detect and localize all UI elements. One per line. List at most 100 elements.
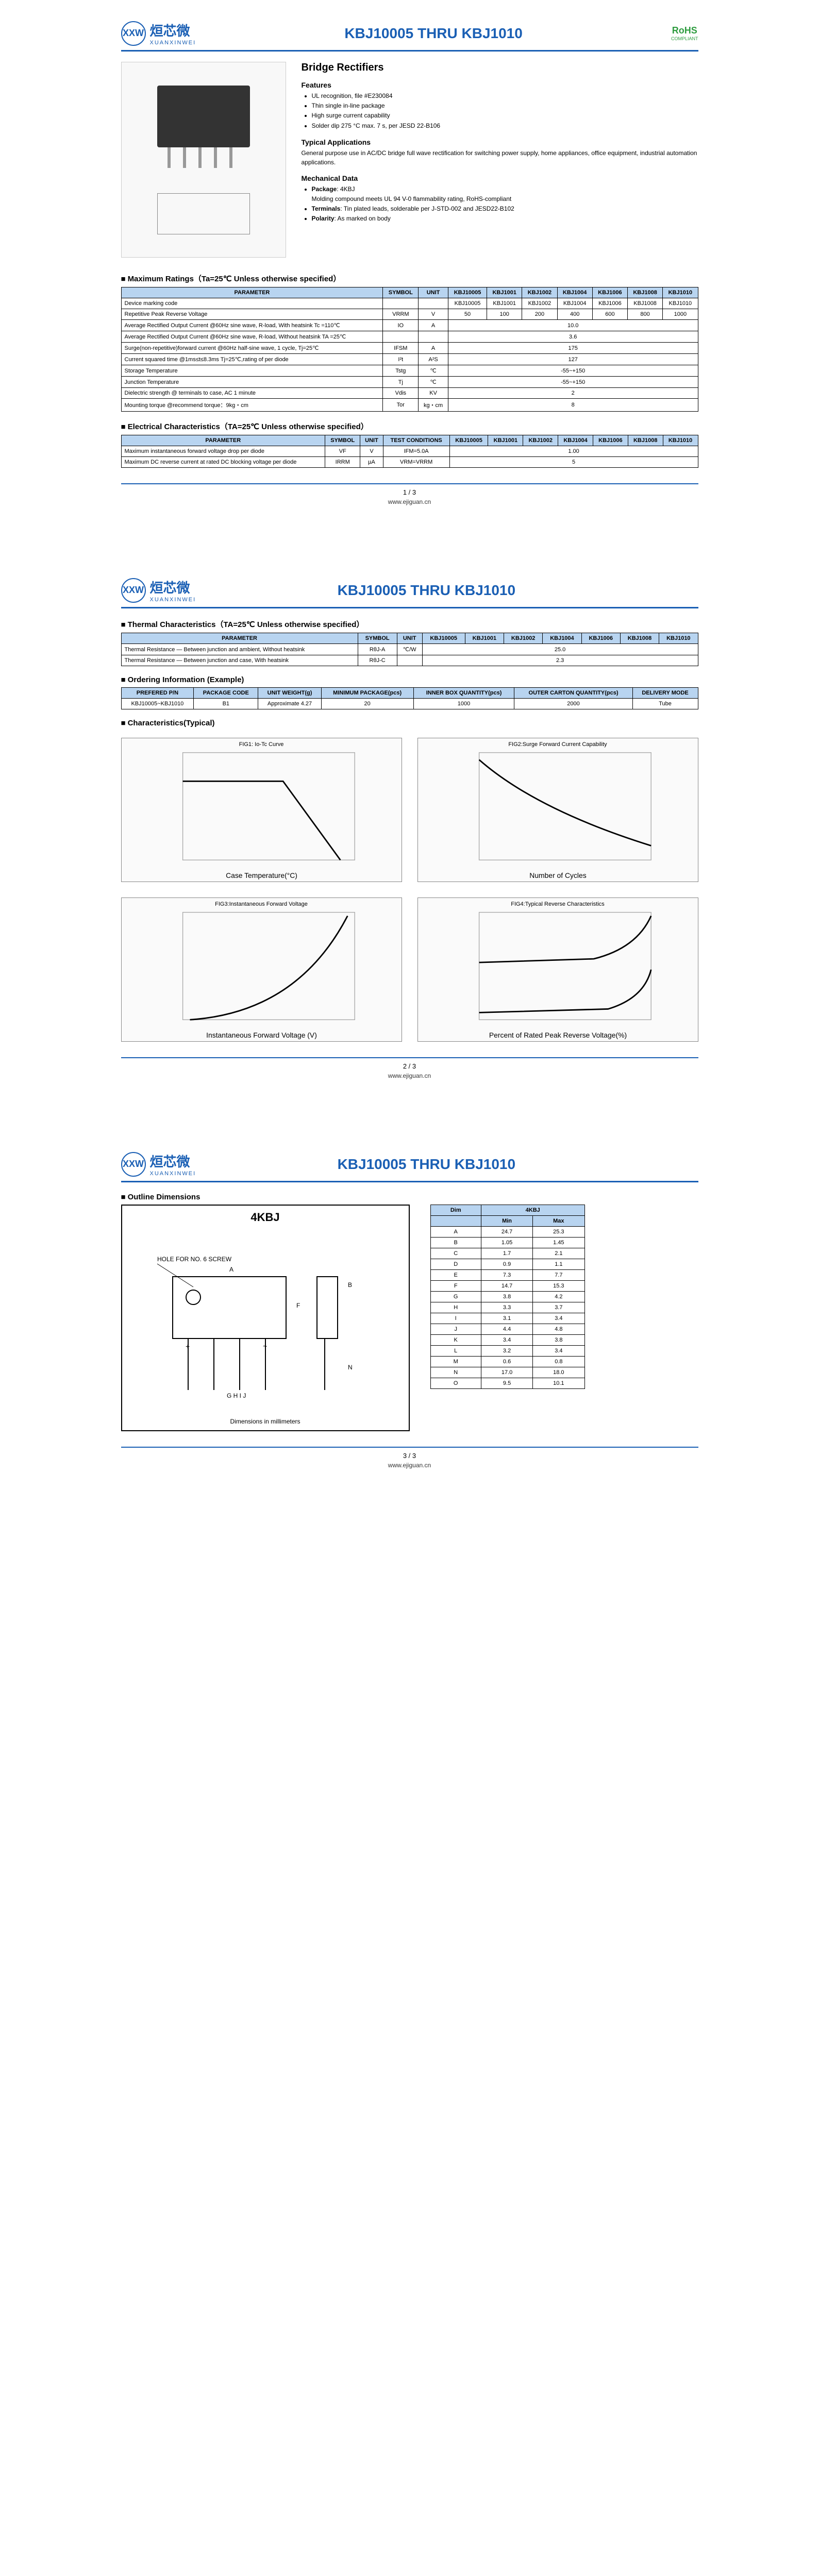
svg-text:A: A [229, 1266, 233, 1273]
table-header: OUTER CARTON QUANTITY(pcs) [514, 688, 632, 699]
table-header: KBJ1001 [465, 633, 504, 644]
table-header: KBJ1010 [663, 435, 698, 446]
logo-icon: XXW [121, 578, 146, 603]
table-header: KBJ1004 [558, 435, 593, 446]
page-3: XXW 烜芯微 XUANXINWEI KBJ10005 THRU KBJ1010… [101, 1131, 719, 1489]
chart-title: FIG4:Typical Reverse Characteristics [418, 901, 698, 907]
table-row: Dielectric strength @ terminals to case,… [121, 388, 698, 399]
rohs-sub: COMPLIANT [671, 36, 698, 41]
table-row: K3.43.8 [430, 1335, 584, 1346]
table-row: Average Rectified Output Current @60Hz s… [121, 331, 698, 343]
chip-3d-icon [157, 86, 250, 147]
mech-list: Package: 4KBJMolding compound meets UL 9… [312, 184, 698, 224]
svg-text:HOLE FOR NO. 6 SCREW: HOLE FOR NO. 6 SCREW [157, 1256, 232, 1263]
table-row: Maximum instantaneous forward voltage dr… [121, 446, 698, 457]
page-number: 1 / 3 [121, 483, 698, 496]
table-header: KBJ1002 [522, 287, 557, 298]
table-header: TEST CONDITIONS [383, 435, 449, 446]
page-1: XXW 烜芯微 XUANXINWEI KBJ10005 THRU KBJ1010… [101, 0, 719, 526]
logo: XXW 烜芯微 XUANXINWEI [121, 578, 196, 603]
table-header: KBJ1004 [543, 633, 581, 644]
dim-col: Min [481, 1216, 532, 1227]
bridge-title: Bridge Rectifiers [302, 62, 698, 74]
table-header: KBJ1001 [488, 435, 523, 446]
mech-item: Polarity: As marked on body [312, 214, 698, 224]
svg-text:+: + [186, 1342, 190, 1350]
elec-table: PARAMETERSYMBOLUNITTEST CONDITIONSKBJ100… [121, 435, 698, 468]
table-row: Thermal Resistance — Between junction an… [121, 655, 698, 666]
footer-link: www.ejiguan.cn [121, 1072, 698, 1079]
feature-item: High surge current capability [312, 111, 698, 121]
table-header: SYMBOL [325, 435, 360, 446]
logo-cn: 烜芯微 [150, 1151, 196, 1171]
table-row: Thermal Resistance — Between junction an… [121, 644, 698, 655]
top-section: Bridge Rectifiers Features UL recognitio… [121, 62, 698, 258]
outline-label: 4KBJ [250, 1211, 279, 1224]
chart-fig4: FIG4:Typical Reverse Characteristics Per… [417, 897, 698, 1042]
footer-link: www.ejiguan.cn [121, 498, 698, 505]
chart-title: FIG3:Instantaneous Forward Voltage [122, 901, 402, 907]
table-row: G3.84.2 [430, 1292, 584, 1302]
svg-text:Instantaneous Forward Voltage: Instantaneous Forward Voltage (V) [206, 1031, 317, 1039]
table-row: Repetitive Peak Reverse VoltageVRRMV5010… [121, 309, 698, 320]
table-header: KBJ10005 [422, 633, 465, 644]
table-row: C1.72.1 [430, 1248, 584, 1259]
table-row: F14.715.3 [430, 1281, 584, 1292]
page-number: 3 / 3 [121, 1447, 698, 1460]
table-header: DELIVERY MODE [632, 688, 698, 699]
table-header: UNIT [419, 287, 448, 298]
table-row: I3.13.4 [430, 1313, 584, 1324]
header: XXW 烜芯微 XUANXINWEI KBJ10005 THRU KBJ1010… [121, 21, 698, 52]
table-header-row: MinMax [430, 1216, 584, 1227]
table-row: Average Rectified Output Current @60Hz s… [121, 320, 698, 331]
svg-text:Number of Cycles: Number of Cycles [529, 871, 586, 879]
logo-cn: 烜芯微 [150, 21, 196, 40]
thermal-heading: Thermal Characteristics（TA=25℃ Unless ot… [121, 619, 698, 630]
thermal-table: PARAMETERSYMBOLUNITKBJ10005KBJ1001KBJ100… [121, 633, 698, 666]
table-header: UNIT WEIGHT(g) [258, 688, 321, 699]
typical-text: General purpose use in AC/DC bridge full… [302, 148, 698, 167]
mech-heading: Mechanical Data [302, 174, 698, 182]
chip-outline-icon [157, 193, 250, 234]
charts-grid: FIG1: Io-Tc Curve Case Temperature(°C) F… [121, 738, 698, 1042]
header: XXW 烜芯微 XUANXINWEI KBJ10005 THRU KBJ1010 [121, 1151, 698, 1182]
table-header: PREFERED P/N [121, 688, 194, 699]
table-row: KBJ10005~KBJ1010B1Approximate 4.27201000… [121, 699, 698, 709]
table-header-row: Dim4KBJ [430, 1205, 584, 1216]
doc-title: KBJ10005 THRU KBJ1010 [338, 1156, 516, 1173]
table-header: MINIMUM PACKAGE(pcs) [321, 688, 413, 699]
chart-title: FIG1: Io-Tc Curve [122, 741, 402, 748]
dim-caption: Dimensions in millimeters [230, 1418, 300, 1425]
chart-fig1: FIG1: Io-Tc Curve Case Temperature(°C) [121, 738, 402, 882]
table-header-row: PREFERED P/NPACKAGE CODEUNIT WEIGHT(g)MI… [121, 688, 698, 699]
table-row: L3.23.4 [430, 1346, 584, 1357]
feature-item: UL recognition, file #E230084 [312, 91, 698, 101]
outline-heading: Outline Dimensions [121, 1193, 698, 1201]
table-row: Storage TemperatureTstg℃-55~+150 [121, 365, 698, 377]
features-block: Bridge Rectifiers Features UL recognitio… [302, 62, 698, 258]
table-row: J4.44.8 [430, 1324, 584, 1335]
table-header: KBJ1004 [557, 287, 592, 298]
dim-col [430, 1216, 481, 1227]
logo-icon: XXW [121, 21, 146, 46]
table-row: Mounting torque @recommend torque：9kg・cm… [121, 399, 698, 412]
doc-title: KBJ10005 THRU KBJ1010 [344, 25, 523, 42]
table-header: INNER BOX QUANTITY(pcs) [413, 688, 514, 699]
table-row: D0.91.1 [430, 1259, 584, 1270]
logo-en: XUANXINWEI [150, 597, 196, 603]
rohs-text: RoHS [671, 25, 698, 36]
table-row: H3.33.7 [430, 1302, 584, 1313]
svg-text:N: N [348, 1364, 353, 1371]
features-list: UL recognition, file #E230084 Thin singl… [312, 91, 698, 131]
table-header: SYMBOL [383, 287, 419, 298]
outline-section: 4KBJ HOLE FOR NO. 6 SCREW + ~ A F G H [121, 1205, 698, 1431]
logo-en: XUANXINWEI [150, 1171, 196, 1177]
header: XXW 烜芯微 XUANXINWEI KBJ10005 THRU KBJ1010 [121, 578, 698, 608]
table-row: B1.051.45 [430, 1238, 584, 1248]
table-header-row: PARAMETERSYMBOLUNITTEST CONDITIONSKBJ100… [121, 435, 698, 446]
dim-col: Dim [430, 1205, 481, 1216]
table-header: KBJ1008 [628, 435, 663, 446]
doc-title: KBJ10005 THRU KBJ1010 [338, 582, 516, 599]
order-table: PREFERED P/NPACKAGE CODEUNIT WEIGHT(g)MI… [121, 687, 698, 709]
svg-text:B: B [348, 1281, 352, 1289]
